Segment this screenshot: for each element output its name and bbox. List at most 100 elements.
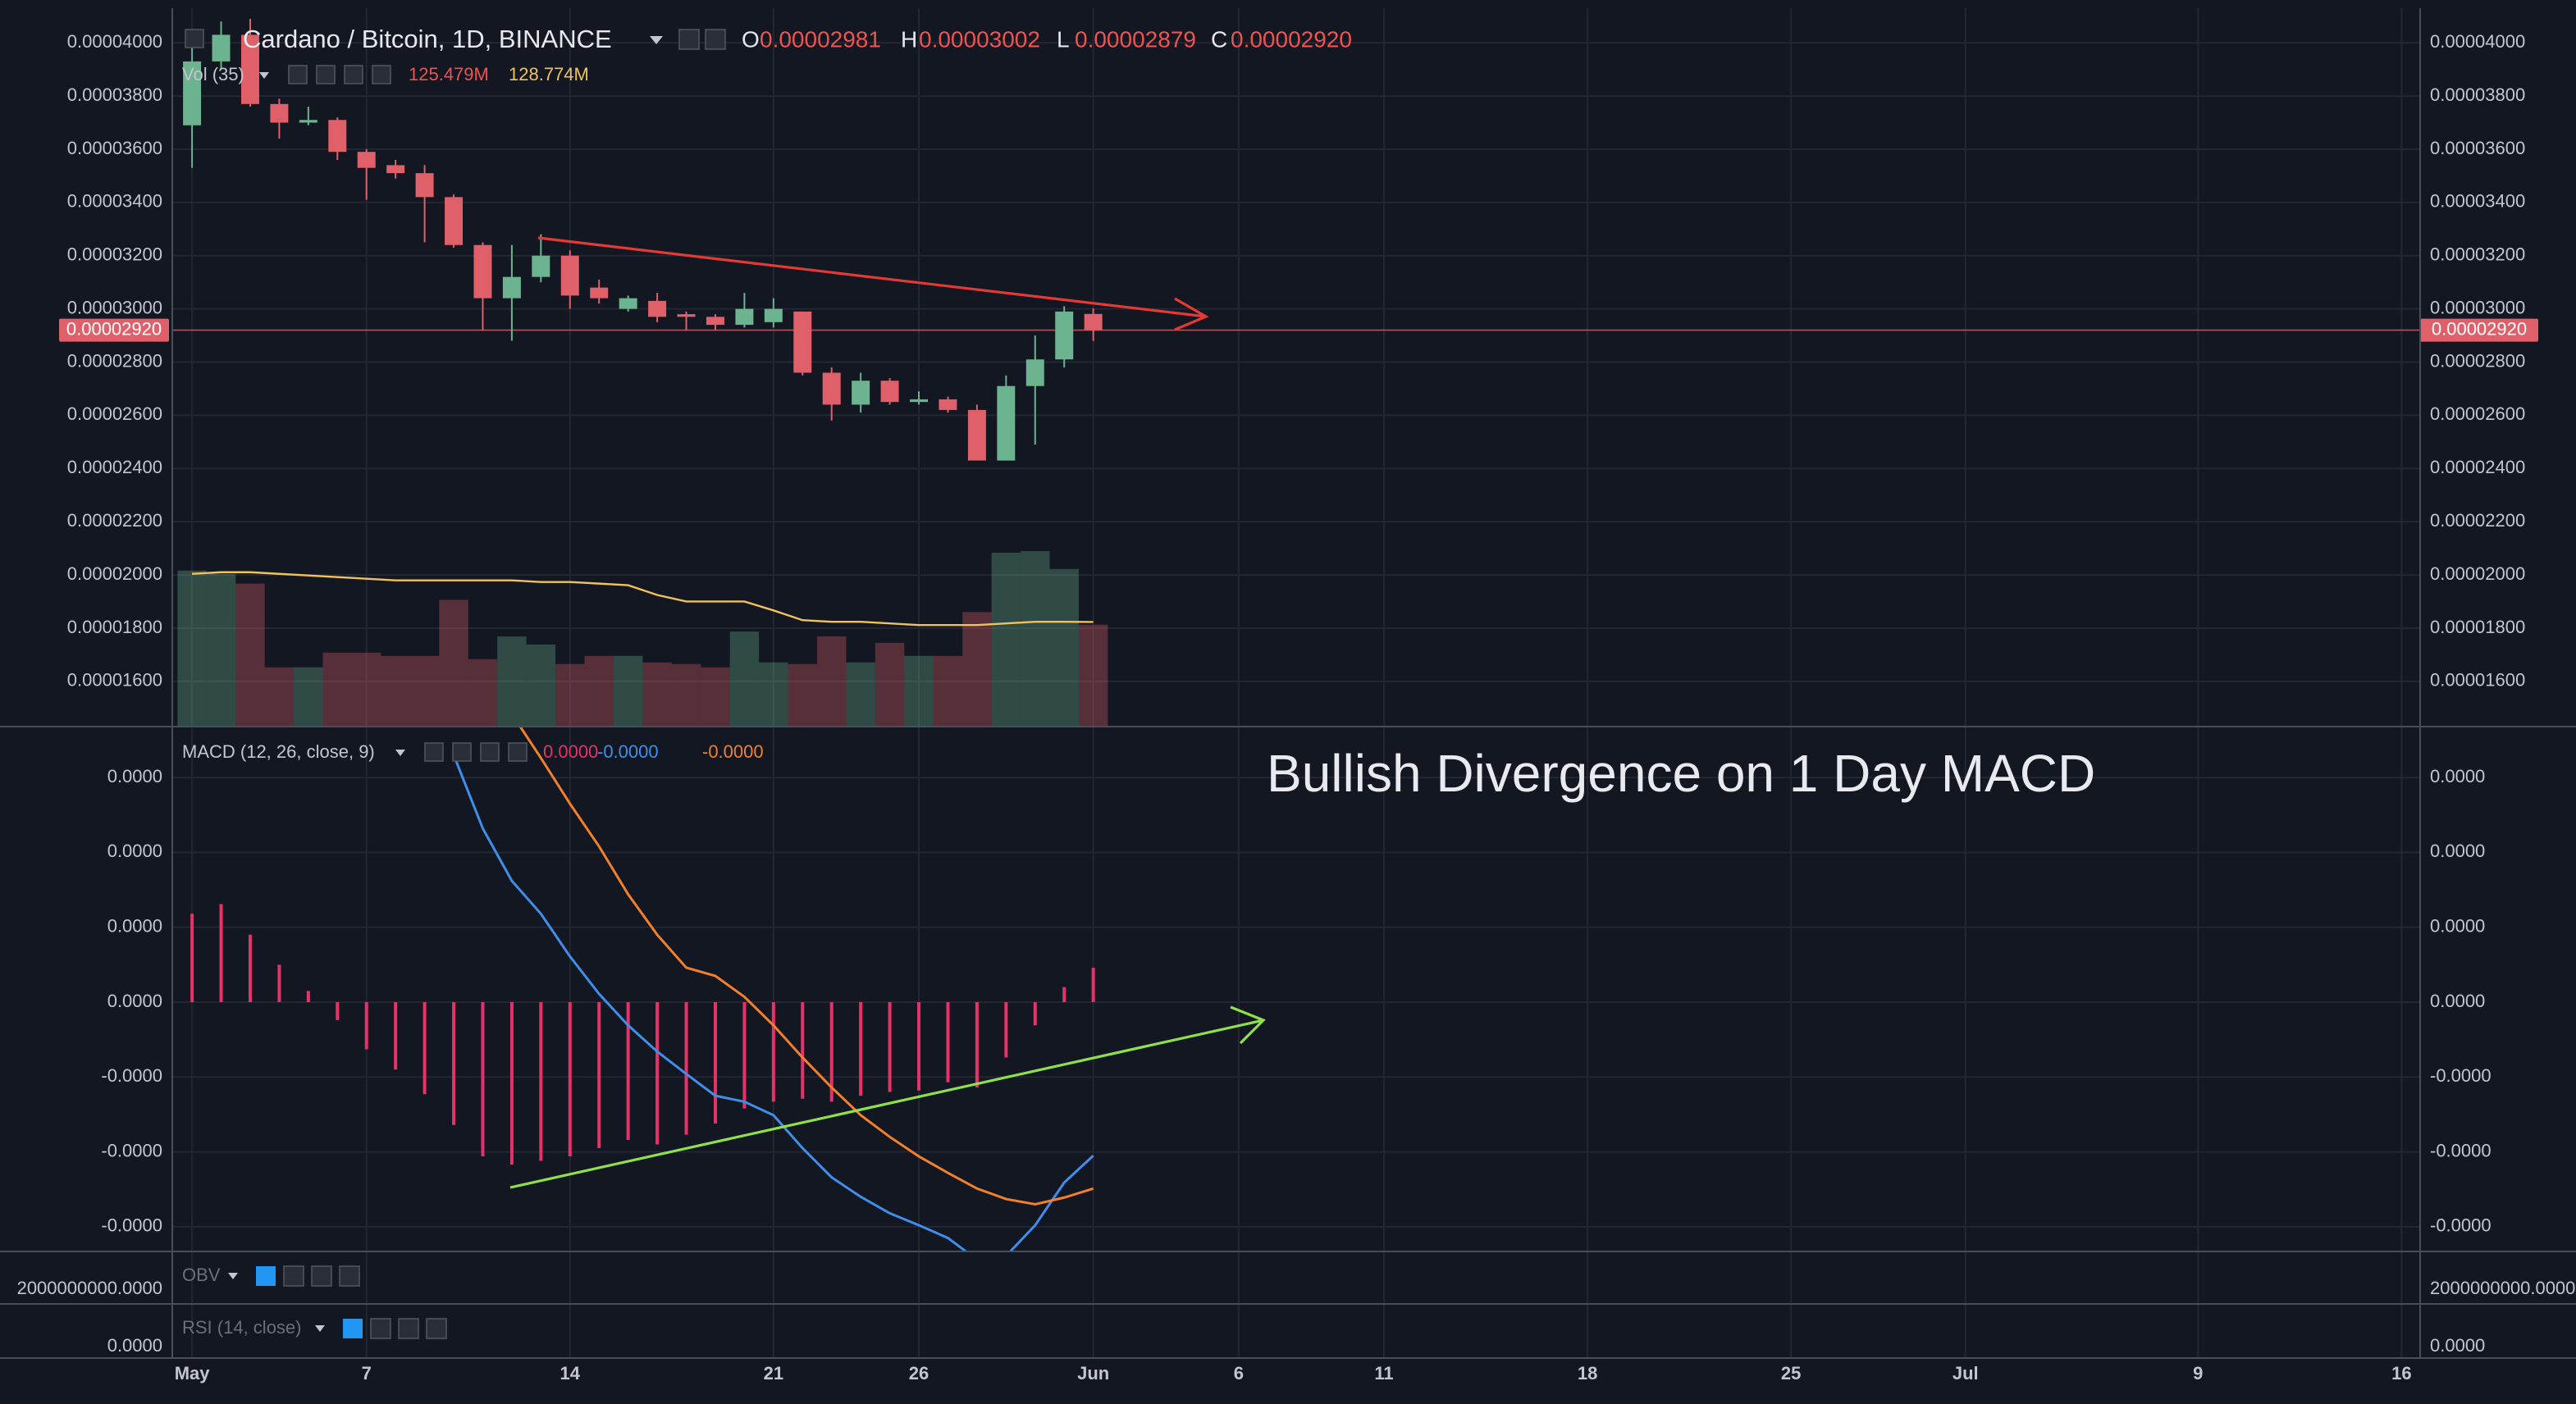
- candle-body: [997, 385, 1016, 461]
- eye-button[interactable]: [424, 742, 444, 762]
- volume-bar: [439, 599, 468, 727]
- macd-value: 0.0000: [543, 741, 598, 762]
- ohlc-key: L: [1057, 26, 1070, 52]
- x-tick-label: 11: [1374, 1363, 1393, 1383]
- add-button[interactable]: [480, 742, 500, 762]
- candle-body: [1084, 313, 1103, 330]
- y-tick-label: 0.00002200: [67, 510, 162, 531]
- eye-button[interactable]: [678, 29, 700, 50]
- ohlc-key: C: [1211, 26, 1227, 52]
- volume-bar: [962, 612, 992, 727]
- settings-button[interactable]: [705, 29, 726, 50]
- ohlc-value: 0.00002879: [1075, 26, 1196, 52]
- volume-ma-value: 128.774M: [509, 64, 589, 84]
- x-tick-label: 9: [2193, 1363, 2203, 1383]
- y-tick-label: 0.00002400: [67, 457, 162, 477]
- rsi-title: RSI (14, close): [182, 1317, 302, 1338]
- x-tick-label: 7: [362, 1363, 372, 1383]
- volume-bar: [816, 636, 847, 727]
- collapse-button[interactable]: [185, 29, 204, 48]
- candle-body: [415, 173, 434, 198]
- volume-bar: [846, 662, 875, 727]
- volume-bar: [729, 631, 760, 727]
- candle-body: [939, 399, 957, 410]
- settings-button[interactable]: [452, 742, 472, 762]
- volume-bar: [381, 655, 410, 727]
- price-tag: [59, 318, 169, 342]
- volume-bar: [788, 663, 817, 727]
- eye-button[interactable]: [343, 1319, 363, 1338]
- candle-body: [967, 409, 986, 461]
- y-tick-label: 0.0000: [107, 841, 162, 861]
- obv-tick-label: 2000000000.0000: [2430, 1278, 2575, 1298]
- candle-body: [473, 244, 492, 299]
- volume-bar: [322, 652, 353, 727]
- dropdown[interactable]: [315, 1325, 325, 1332]
- remove-button[interactable]: [339, 1265, 360, 1287]
- annotation: Bullish Divergence on 1 Day MACD: [1267, 744, 2095, 803]
- y-tick-label: 0.00003600: [2430, 138, 2525, 158]
- candle-body: [590, 287, 609, 299]
- x-tick-label: 16: [2391, 1363, 2411, 1383]
- volume-bar: [468, 659, 498, 727]
- volume-bar: [671, 663, 701, 727]
- settings-button[interactable]: [316, 65, 336, 84]
- candle-body: [852, 381, 870, 405]
- x-tick-label: 25: [1781, 1363, 1801, 1383]
- rsi-tick-label: 0.0000: [107, 1335, 162, 1356]
- dropdown[interactable]: [395, 750, 405, 756]
- macd-line: [452, 754, 1094, 1251]
- candle-body: [532, 255, 550, 277]
- remove-button[interactable]: [426, 1318, 447, 1339]
- volume-bar: [701, 667, 730, 727]
- symbol-title: Cardano / Bitcoin, 1D, BINANCE: [243, 25, 612, 53]
- y-tick-label: 0.00002400: [2430, 457, 2525, 477]
- volume-bar: [235, 583, 265, 727]
- dropdown[interactable]: [259, 72, 269, 79]
- y-tick-label: 0.00003800: [2430, 84, 2525, 105]
- dropdown[interactable]: [228, 1273, 238, 1279]
- y-tick-label: -0.0000: [101, 1065, 162, 1086]
- y-tick-label: 0.00003200: [2430, 244, 2525, 265]
- y-tick-label: 0.00002600: [67, 403, 162, 424]
- y-tick-label: 0.00003000: [2430, 297, 2525, 317]
- candle-body: [880, 381, 899, 403]
- eye-button[interactable]: [288, 65, 308, 84]
- candle-body: [270, 103, 289, 123]
- candle-body: [910, 399, 929, 403]
- y-tick-label: 0.0000: [2430, 915, 2485, 936]
- y-tick-label: 0.00002200: [2430, 510, 2525, 531]
- add-button[interactable]: [398, 1318, 419, 1339]
- y-tick-label: 0.00002800: [2430, 350, 2525, 371]
- y-tick-label: -0.0000: [2430, 1065, 2492, 1086]
- y-tick-label: 0.0000: [107, 915, 162, 936]
- candle-body: [619, 298, 637, 309]
- eye-button[interactable]: [256, 1266, 276, 1286]
- volume-bar: [613, 655, 643, 727]
- macd-value: -0.0000: [702, 741, 764, 762]
- candle-body: [299, 120, 317, 123]
- y-tick-label: 0.00003200: [67, 244, 162, 265]
- settings-button[interactable]: [370, 1318, 391, 1339]
- settings-button[interactable]: [283, 1265, 304, 1287]
- remove-button[interactable]: [372, 65, 391, 84]
- volume-bar: [1049, 568, 1079, 727]
- obv-tick-label: 2000000000.0000: [17, 1278, 162, 1298]
- candle-body: [1055, 311, 1074, 360]
- y-tick-label: -0.0000: [101, 1215, 162, 1236]
- x-tick-label: 18: [1578, 1363, 1597, 1383]
- x-tick-label: 6: [1234, 1363, 1244, 1383]
- candle-body: [764, 308, 783, 322]
- remove-button[interactable]: [508, 742, 528, 762]
- ohlc-value: 0.00002920: [1231, 26, 1352, 52]
- add-button[interactable]: [311, 1265, 332, 1287]
- y-tick-label: 0.00001600: [67, 670, 162, 691]
- candle-body: [328, 120, 347, 153]
- rsi-tick-label: 0.0000: [2430, 1335, 2485, 1356]
- axes: May 7 14 21 26 Jun 6 11 18 25 Jul 9 16 0.00001600 0.00…: [59, 31, 2538, 1383]
- y-tick-label: -0.0000: [2430, 1215, 2492, 1236]
- add-button[interactable]: [344, 65, 363, 84]
- dropdown[interactable]: [650, 36, 663, 44]
